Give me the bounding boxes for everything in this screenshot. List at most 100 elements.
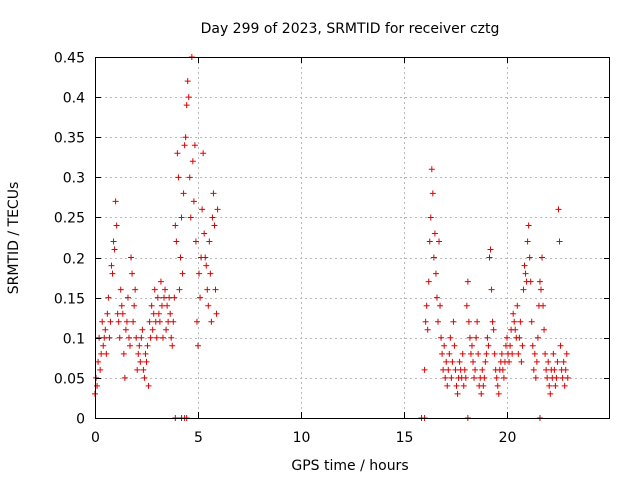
data-point <box>428 166 435 173</box>
data-point <box>479 366 486 373</box>
data-point <box>205 302 212 309</box>
data-point <box>119 310 126 317</box>
data-point <box>111 246 118 253</box>
data-point <box>563 350 570 357</box>
data-point <box>171 294 178 301</box>
data-point <box>546 382 553 389</box>
data-point <box>94 382 101 389</box>
data-point <box>532 374 539 381</box>
data-point <box>514 302 521 309</box>
y-tick-label: 0.4 <box>63 91 85 107</box>
data-point <box>456 358 463 365</box>
data-point <box>157 278 164 285</box>
data-point <box>509 350 516 357</box>
data-point <box>210 190 217 197</box>
data-point <box>101 334 108 341</box>
data-point <box>99 318 106 325</box>
data-point <box>170 318 177 325</box>
data-point <box>181 142 188 149</box>
y-tick-label: 0.3 <box>63 171 85 187</box>
data-point <box>128 254 135 261</box>
data-point <box>438 334 445 341</box>
data-point <box>474 318 481 325</box>
data-point <box>150 310 157 317</box>
data-point <box>452 366 459 373</box>
data-point <box>129 270 136 277</box>
data-point <box>107 318 114 325</box>
data-point <box>127 342 134 349</box>
data-point <box>536 278 543 285</box>
data-point <box>432 270 439 277</box>
data-point <box>562 366 569 373</box>
data-point <box>175 174 182 181</box>
data-point <box>96 334 103 341</box>
data-point <box>471 374 478 381</box>
data-point <box>515 350 522 357</box>
y-axis-label: SRMTID / TECUs <box>6 182 22 295</box>
data-point <box>486 254 493 261</box>
data-point <box>481 374 488 381</box>
data-point <box>125 334 132 341</box>
data-point <box>559 374 566 381</box>
data-point <box>526 254 533 261</box>
data-point <box>467 350 474 357</box>
data-point <box>425 278 432 285</box>
data-point <box>557 342 564 349</box>
axes: 0 0.05 0.1 0.15 0.2 0.25 0.3 0.35 0.4 0.45 0 5 10 15 2… <box>54 51 610 446</box>
data-point <box>427 214 434 221</box>
data-point <box>468 342 475 349</box>
data-point <box>540 302 547 309</box>
data-point <box>93 374 100 381</box>
data-point <box>529 342 536 349</box>
data-point <box>161 294 168 301</box>
data-point <box>184 78 191 85</box>
data-point <box>105 294 112 301</box>
data-point <box>206 238 213 245</box>
data-point <box>422 318 429 325</box>
data-point <box>147 334 154 341</box>
data-point <box>423 302 430 309</box>
data-point <box>528 318 535 325</box>
x-tick-label: 15 <box>396 430 414 446</box>
data-point <box>167 310 174 317</box>
data-point <box>554 358 561 365</box>
chart-title: Day 299 of 2023, SRMTID for receiver czt… <box>201 21 500 37</box>
data-point <box>487 246 494 253</box>
data-point <box>98 350 105 357</box>
data-point <box>153 334 160 341</box>
data-point <box>436 238 443 245</box>
data-point <box>470 358 477 365</box>
data-point <box>173 238 180 245</box>
data-point <box>134 366 141 373</box>
data-point <box>95 358 102 365</box>
data-point <box>135 350 142 357</box>
data-point <box>177 254 184 261</box>
y-tick-label: 0.35 <box>54 131 85 147</box>
data-point <box>553 374 560 381</box>
data-point <box>137 358 144 365</box>
data-point <box>138 334 145 341</box>
x-tick-label: 10 <box>293 430 311 446</box>
data-point <box>156 318 163 325</box>
data-point <box>531 350 538 357</box>
data-point <box>442 374 449 381</box>
data-point <box>187 214 194 221</box>
data-point <box>133 334 140 341</box>
data-point <box>103 350 110 357</box>
grid <box>95 57 610 418</box>
data-point <box>434 318 441 325</box>
data-point <box>525 222 532 229</box>
data-point <box>168 334 175 341</box>
data-point <box>214 206 221 213</box>
data-point <box>114 310 121 317</box>
data-point <box>520 286 527 293</box>
data-point <box>202 254 209 261</box>
data-point <box>544 374 551 381</box>
data-point <box>124 294 131 301</box>
data-point <box>180 190 187 197</box>
data-point <box>506 358 513 365</box>
data-point <box>516 334 523 341</box>
data-point <box>158 302 165 309</box>
data-point <box>537 286 544 293</box>
